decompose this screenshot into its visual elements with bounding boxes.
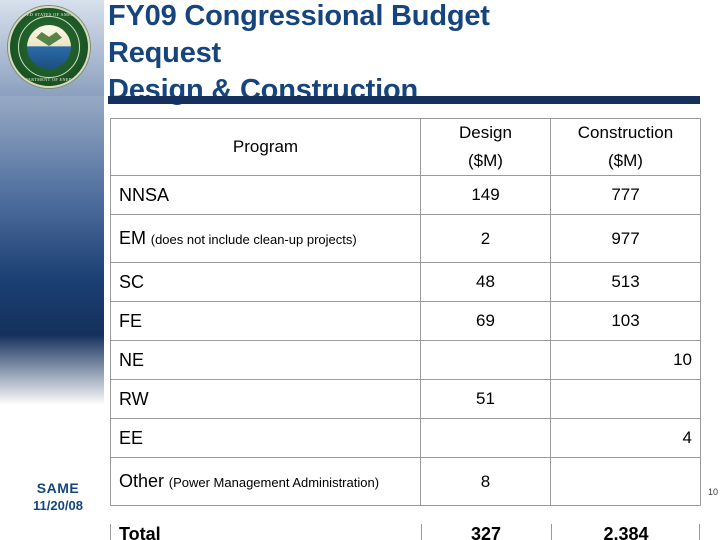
- row-design-value: 149: [420, 175, 551, 215]
- row-program-name: FE: [110, 301, 421, 341]
- footer-org: SAME: [36, 480, 80, 496]
- program-label: SC: [119, 271, 145, 292]
- header-design-unit: ($M): [420, 147, 551, 176]
- program-label: NE: [119, 349, 145, 370]
- row-design-value: 69: [420, 301, 551, 341]
- page-title-line-1: FY09 Congressional Budget: [108, 0, 490, 32]
- row-construction-value: 103: [550, 301, 701, 341]
- program-label: EM: [119, 228, 146, 248]
- doe-seal-icon: UNITED STATES OF AMERICA DEPARTMENT OF E…: [8, 6, 90, 88]
- row-design-value: 48: [420, 262, 551, 302]
- program-label: Other: [119, 471, 165, 491]
- total-row-clipped: Total 327 2,384: [110, 524, 700, 540]
- table-row: EM (does not include clean-up projects) …: [110, 214, 701, 263]
- table-row: SC 48 513: [110, 262, 701, 302]
- table-row: Other (Power Management Administration) …: [110, 457, 701, 506]
- row-design-value: 51: [420, 379, 551, 419]
- row-program-name: EE: [110, 418, 421, 458]
- total-construction-value: 2,384: [603, 524, 649, 540]
- row-program-name: EM (does not include clean-up projects): [110, 214, 421, 263]
- row-construction-value: 513: [550, 262, 701, 302]
- table-row: RW 51: [110, 379, 701, 419]
- footer-left: SAME 11/20/08: [12, 480, 104, 513]
- table-header-row: Program Design Construction: [110, 118, 701, 176]
- row-design-value: 8: [420, 457, 551, 506]
- table-row: EE 4: [110, 418, 701, 458]
- title-block: FY09 Congressional Budget Request Design…: [108, 0, 700, 109]
- seal-bottom-text: DEPARTMENT OF ENERGY: [19, 77, 79, 82]
- header-construction: Construction: [550, 118, 701, 147]
- table-row: NNSA 149 777: [110, 175, 701, 215]
- program-note: (does not include clean-up projects): [150, 232, 357, 247]
- row-program-name: NE: [110, 340, 421, 380]
- header-construction-unit: ($M): [550, 147, 701, 176]
- row-design-value: 2: [420, 214, 551, 263]
- page-number: 10: [707, 487, 718, 497]
- seal-inner-disc: [27, 25, 71, 69]
- row-construction-value: [550, 457, 701, 506]
- row-construction-value: 977: [550, 214, 701, 263]
- table-row: FE 69 103: [110, 301, 701, 341]
- table-unit-row: ($M) ($M): [111, 147, 701, 176]
- page-title-line-2: Request: [108, 37, 222, 69]
- total-design-value: 327: [470, 524, 502, 540]
- footer-date: 11/20/08: [33, 498, 83, 513]
- program-label: EE: [119, 427, 144, 448]
- program-label: NNSA: [119, 184, 170, 205]
- program-label: RW: [119, 388, 149, 409]
- table-row: NE 10: [110, 340, 701, 380]
- row-construction-value: 4: [550, 418, 701, 458]
- row-program-name: Other (Power Management Administration): [110, 457, 421, 506]
- seal-top-text: UNITED STATES OF AMERICA: [15, 12, 83, 17]
- budget-table: Program Design Construction ($M) ($M) NN…: [110, 118, 701, 506]
- row-construction-value: 777: [550, 175, 701, 215]
- total-label: Total: [119, 524, 161, 540]
- program-note: (Power Management Administration): [168, 475, 380, 490]
- header-program: Program: [110, 118, 421, 176]
- total-row-divider-2: [551, 524, 552, 540]
- row-design-value: [420, 418, 551, 458]
- header-design: Design: [420, 118, 551, 147]
- row-construction-value: 10: [550, 340, 701, 380]
- row-program-name: RW: [110, 379, 421, 419]
- program-label: FE: [119, 310, 143, 331]
- seal-ring: [18, 16, 80, 78]
- row-program-name: NNSA: [110, 175, 421, 215]
- total-row-divider-1: [421, 524, 422, 540]
- title-divider-bar: [108, 96, 700, 104]
- row-construction-value: [550, 379, 701, 419]
- row-design-value: [420, 340, 551, 380]
- row-program-name: SC: [110, 262, 421, 302]
